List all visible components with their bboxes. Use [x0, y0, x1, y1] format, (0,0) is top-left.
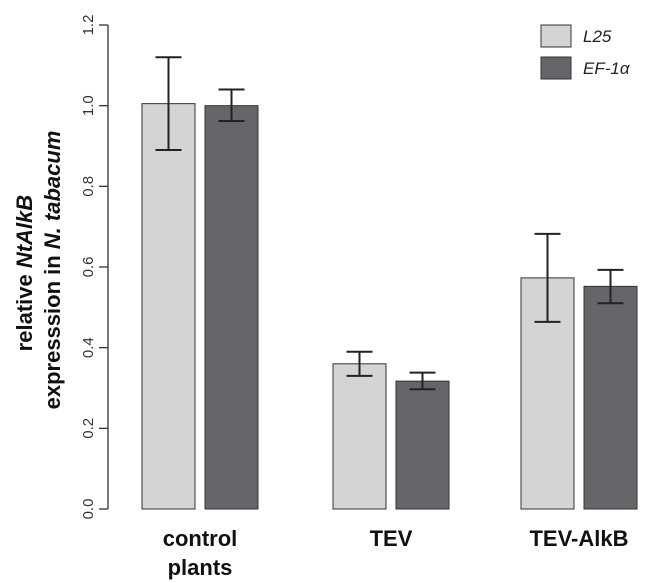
bar	[204, 105, 259, 510]
y-tick-label: 0.2	[80, 418, 97, 439]
y-tick-label: 0.0	[80, 499, 97, 520]
y-axis: 0.0 0.2 0.4 0.6 0.8 1.0 1.2	[80, 15, 109, 520]
category-label-line: plants	[168, 555, 233, 580]
category-label: TEV-AlkB	[529, 526, 628, 551]
y-tick-label: 0.8	[80, 176, 97, 197]
category-label-line: control	[163, 526, 238, 551]
y-axis-title: relative NtAlkB expresssion in N. tabacu…	[12, 131, 65, 410]
bar	[583, 285, 638, 510]
bar	[141, 103, 196, 510]
category-label-line: TEV-AlkB	[529, 526, 628, 551]
category-labels: control plants TEV TEV-AlkB	[163, 526, 629, 580]
y-tick-label: 0.6	[80, 257, 97, 278]
legend-swatch	[540, 24, 572, 48]
category-label-line: TEV	[370, 526, 413, 551]
y-axis-title-line2: expresssion in N. tabacum	[40, 131, 65, 410]
y-tick-label: 1.0	[80, 95, 97, 116]
legend: L25 EF-1α	[540, 24, 631, 80]
y-tick-label: 0.4	[80, 337, 97, 358]
plot-bars	[141, 56, 638, 510]
legend-label: EF-1α	[583, 59, 631, 78]
y-axis-title-line1: relative NtAlkB	[12, 195, 37, 352]
y-tick-label: 1.2	[80, 15, 97, 36]
category-label: control plants	[163, 526, 238, 580]
category-label: TEV	[370, 526, 413, 551]
legend-swatch	[540, 56, 572, 80]
legend-label: L25	[583, 27, 612, 46]
bar	[395, 380, 450, 510]
bar	[332, 363, 387, 510]
